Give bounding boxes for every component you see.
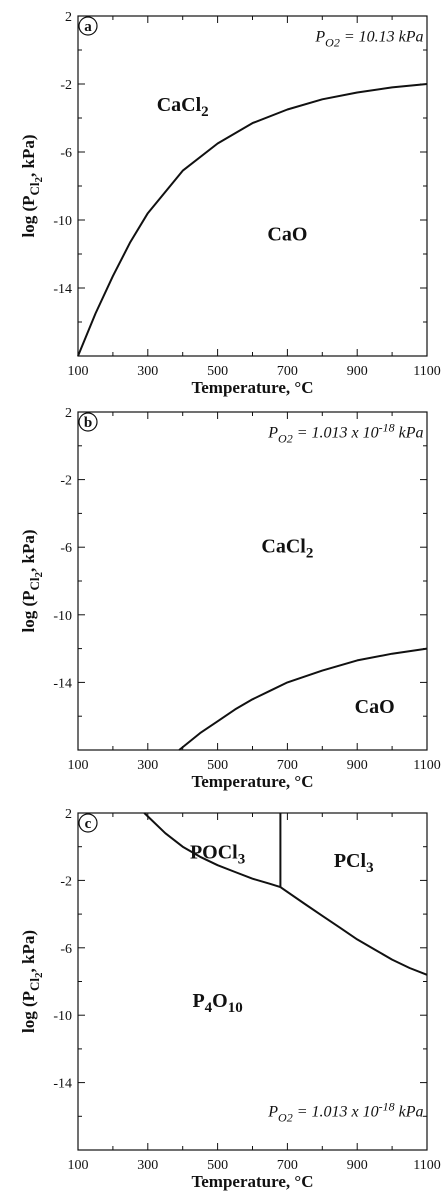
y-tick-label: -2 bbox=[60, 874, 72, 889]
pressure-annotation: PO2 = 10.13 kPa bbox=[314, 29, 423, 50]
region-label: CaO bbox=[267, 223, 307, 245]
plot-frame bbox=[77, 812, 428, 1151]
panel-letter: a bbox=[84, 19, 92, 35]
region-label: CaCl2 bbox=[157, 94, 209, 120]
pressure-annotation: PO2 = 1.013 x 10-18 kPa bbox=[267, 420, 423, 445]
panel-letter: c bbox=[85, 816, 92, 832]
x-tick-label: 100 bbox=[68, 364, 89, 379]
y-tick-label: -10 bbox=[53, 1009, 72, 1024]
x-tick-label: 300 bbox=[137, 758, 158, 773]
region-label: CaO bbox=[355, 696, 395, 718]
x-tick-label: 100 bbox=[68, 758, 89, 773]
y-tick-label: -2 bbox=[60, 78, 72, 93]
region-label: CaCl2 bbox=[261, 535, 313, 561]
panel-b: 100 300 500 700 900 1100 2 -2 -6 -10 -14 Temperatur… bbox=[19, 406, 441, 791]
phase-boundary-line bbox=[143, 812, 281, 889]
x-tick-label: 300 bbox=[137, 1158, 158, 1173]
phase-boundary-line bbox=[178, 647, 428, 751]
x-axis-title: Temperature, °C bbox=[191, 772, 313, 791]
phase-boundary-line bbox=[77, 83, 428, 357]
x-tick-label: 700 bbox=[277, 1158, 298, 1173]
y-tick-label: -10 bbox=[53, 214, 72, 229]
x-axis-title: Temperature, °C bbox=[191, 1172, 313, 1191]
region-label: PCl3 bbox=[334, 850, 374, 876]
panel-letter-circle bbox=[78, 813, 98, 833]
phase-boundary-line bbox=[279, 886, 428, 976]
panel-letter-circle bbox=[78, 16, 98, 36]
y-tick-label: -14 bbox=[53, 676, 72, 691]
x-tick-label: 1100 bbox=[413, 364, 440, 379]
region-label: POCl3 bbox=[190, 841, 245, 867]
x-tick-label: 100 bbox=[68, 1158, 89, 1173]
x-tick-label: 900 bbox=[347, 364, 368, 379]
panel-a: 100 300 500 700 900 1100 2 -2 -6 -10 -14 Temperatur… bbox=[19, 10, 441, 397]
x-tick-label: 1100 bbox=[413, 758, 440, 773]
y-tick-label: -6 bbox=[60, 541, 72, 556]
x-tick-label: 500 bbox=[207, 758, 228, 773]
y-tick-label: 2 bbox=[65, 807, 72, 822]
x-tick-label: 300 bbox=[137, 364, 158, 379]
y-axis-title: log (PCl2, kPa) bbox=[19, 529, 45, 632]
y-axis-title: log (PCl2, kPa) bbox=[19, 134, 45, 237]
y-tick-label: 2 bbox=[65, 406, 72, 421]
region-label: P4O10 bbox=[192, 990, 242, 1016]
x-tick-label: 1100 bbox=[413, 1158, 440, 1173]
y-tick-label: -10 bbox=[53, 609, 72, 624]
x-tick-label: 500 bbox=[207, 364, 228, 379]
y-tick-label: -6 bbox=[60, 942, 72, 957]
y-tick-label: -2 bbox=[60, 474, 72, 489]
y-tick-label: -14 bbox=[53, 1077, 72, 1092]
panel-letter-circle bbox=[78, 412, 98, 432]
y-tick-label: -6 bbox=[60, 146, 72, 161]
y-axis-title: log (PCl2, kPa) bbox=[19, 930, 45, 1033]
x-tick-label: 700 bbox=[277, 364, 298, 379]
x-tick-label: 500 bbox=[207, 1158, 228, 1173]
y-tick-label: -14 bbox=[53, 282, 72, 297]
pressure-annotation: PO2 = 1.013 x 10-18 kPa bbox=[267, 1099, 423, 1124]
plot-frame bbox=[77, 15, 428, 357]
y-tick-label: 2 bbox=[65, 10, 72, 25]
panel-letter: b bbox=[84, 415, 92, 431]
panel-c: 100 300 500 700 900 1100 2 -2 -6 -10 -14 Temperatur… bbox=[19, 807, 441, 1191]
x-axis-title: Temperature, °C bbox=[191, 378, 313, 397]
x-tick-label: 700 bbox=[277, 758, 298, 773]
x-tick-label: 900 bbox=[347, 1158, 368, 1173]
x-tick-label: 900 bbox=[347, 758, 368, 773]
